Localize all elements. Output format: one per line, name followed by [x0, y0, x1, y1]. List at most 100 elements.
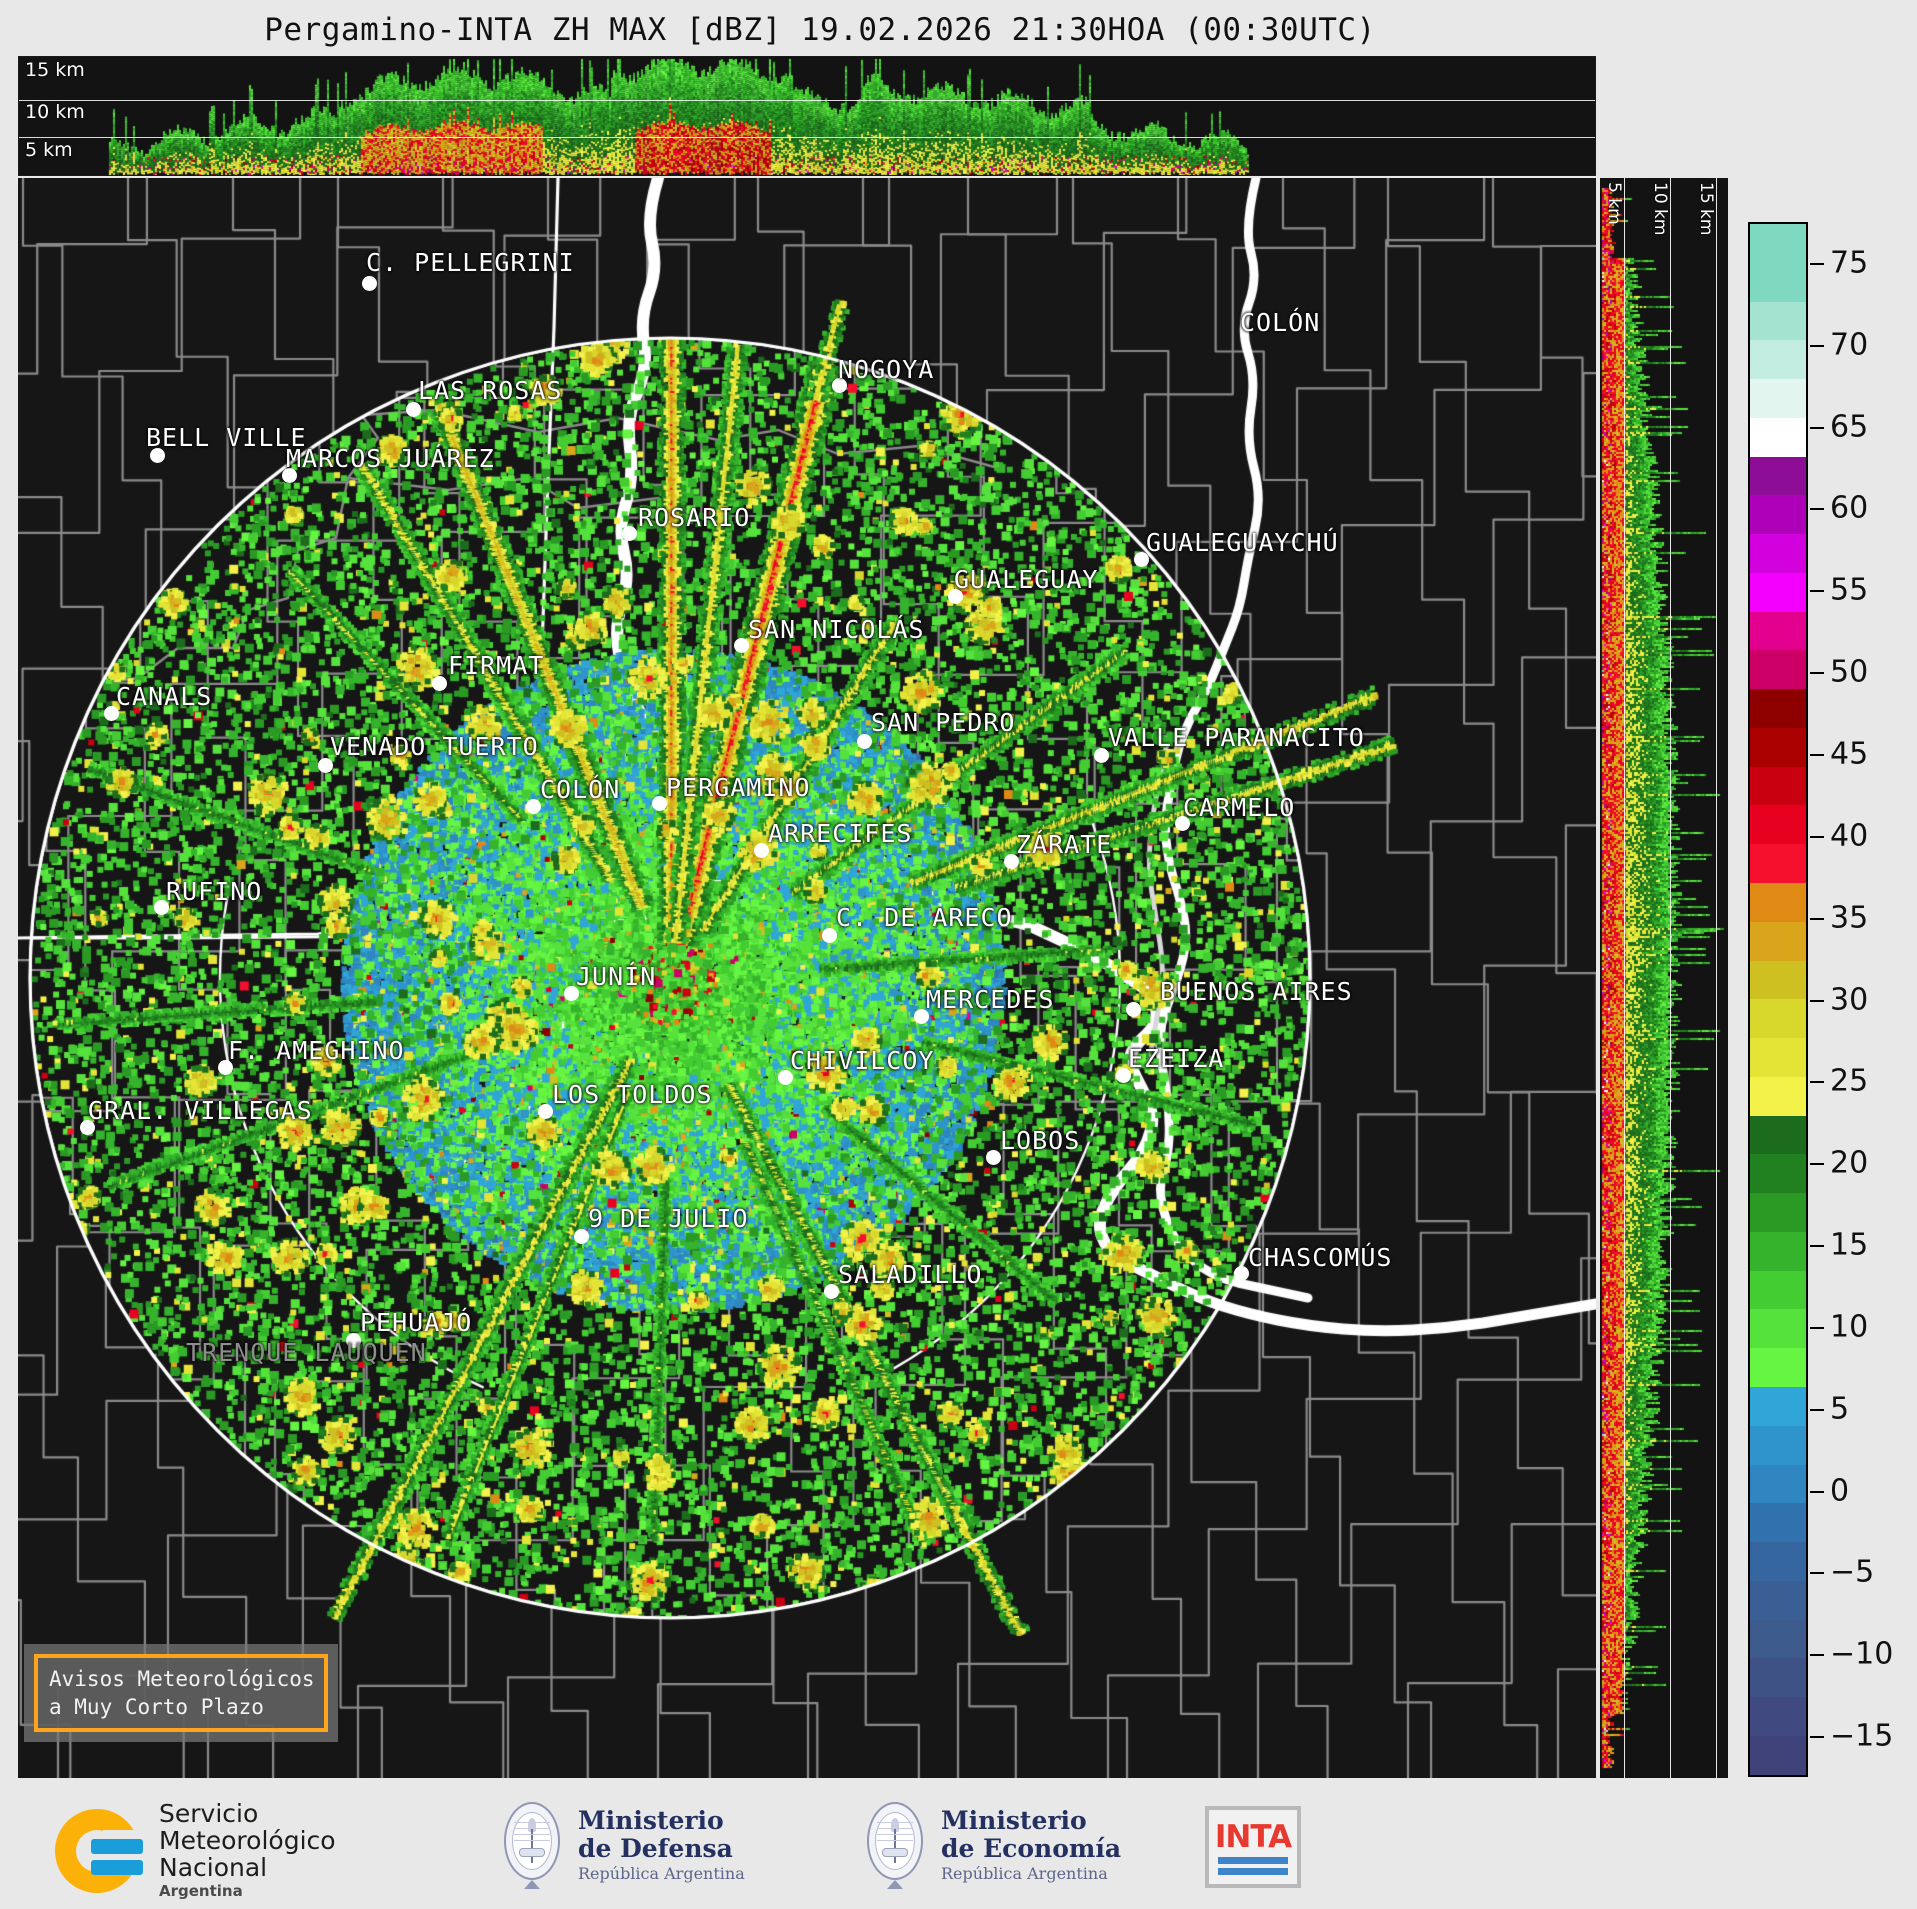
city-marker-dot — [1004, 854, 1019, 869]
city-marker-dot — [824, 1284, 839, 1299]
colorbar-tick-label: 75 — [1830, 245, 1869, 281]
economia-sub: República Argentina — [941, 1864, 1108, 1883]
colorbar-segment — [1750, 262, 1806, 302]
ministerio-defensa-logo: Ministerio de Defensa República Argentin… — [495, 1796, 745, 1896]
radar-map[interactable]: C. PELLEGRINI LAS ROSAS BELL VILLE MARCOS J… — [18, 178, 1596, 1778]
argentina-coat-of-arms-icon — [858, 1796, 932, 1896]
colorbar-segment — [1750, 1348, 1806, 1387]
city-marker-dot — [318, 758, 333, 773]
colorbar-tick — [1810, 753, 1824, 756]
city-marker-dot — [1234, 1266, 1249, 1281]
smn-logo-mark — [55, 1803, 151, 1899]
smn-sub: Argentina — [159, 1882, 243, 1900]
colorbar-segment — [1750, 301, 1806, 341]
city-marker-dot — [734, 638, 749, 653]
colorbar-segment — [1750, 1464, 1806, 1504]
colorbar-segment — [1750, 999, 1806, 1039]
city-marker-dot — [622, 526, 637, 541]
defensa-logo-text: Ministerio de Defensa República Argentin… — [578, 1807, 745, 1885]
colorbar-tick-label: 45 — [1830, 736, 1869, 772]
colorbar-segment — [1750, 1503, 1806, 1543]
colorbar-segment — [1750, 1697, 1806, 1736]
colorbar-tick-label: −10 — [1830, 1636, 1894, 1672]
colorbar-segment — [1750, 650, 1806, 690]
colorbar-tick-layer: 75 70 65 60 55 50 45 40 35 30 25 20 15 10 5 0 −5 −10 −15 — [1748, 0, 1917, 1909]
city-marker-dot — [1175, 816, 1190, 831]
colorbar-segment — [1750, 844, 1806, 884]
xsec-gridline-5km — [19, 137, 1595, 138]
colorbar-segment — [1750, 1580, 1806, 1620]
xsec-gridline-10km — [19, 100, 1595, 101]
xsec-vlabel-5km: 5 km — [1604, 182, 1624, 225]
colorbar-segment — [1750, 1038, 1806, 1077]
colorbar-tick-label: 0 — [1830, 1473, 1850, 1509]
colorbar-tick — [1810, 835, 1824, 838]
colorbar-tick-label: 5 — [1830, 1391, 1850, 1427]
colorbar-tick-label: 55 — [1830, 572, 1869, 608]
colorbar-segment — [1750, 417, 1806, 457]
colorbar-segment — [1750, 1193, 1806, 1232]
colorbar-segment — [1750, 1386, 1806, 1426]
colorbar-segment — [1750, 1270, 1806, 1310]
colorbar-tick-label: 70 — [1830, 327, 1869, 363]
colorbar-segment — [1750, 534, 1806, 573]
argentina-coat-of-arms-icon — [495, 1796, 569, 1896]
smn-logo: Servicio Meteorológico Nacional Argentin… — [55, 1800, 336, 1901]
warning-line-2: a Muy Corto Plazo — [49, 1695, 264, 1719]
colorbar-tick — [1810, 672, 1824, 675]
city-marker-dot — [406, 402, 421, 417]
colorbar-segment — [1750, 224, 1806, 263]
economia-line-2: de Economía — [941, 1834, 1122, 1863]
warning-line-1: Avisos Meteorológicos — [49, 1667, 315, 1691]
colorbar-segment — [1750, 1115, 1806, 1155]
colorbar-segment — [1750, 456, 1806, 496]
colorbar-segment — [1750, 921, 1806, 961]
colorbar-tick — [1810, 508, 1824, 511]
colorbar-tick — [1810, 1572, 1824, 1575]
inta-bar-1 — [1218, 1857, 1288, 1864]
colorbar-tick-label: 30 — [1830, 982, 1869, 1017]
colorbar-tick-label: 35 — [1830, 900, 1869, 936]
inta-bar-2 — [1218, 1868, 1288, 1875]
inta-logo: INTA — [1205, 1806, 1301, 1888]
colorbar-tick — [1810, 1654, 1824, 1657]
colorbar-segment — [1750, 689, 1806, 728]
colorbar-tick — [1810, 1326, 1824, 1329]
city-marker-dot — [80, 1120, 95, 1135]
city-marker-dot — [282, 468, 297, 483]
city-marker-dot — [1126, 1002, 1141, 1017]
defensa-line-1: Ministerio — [578, 1806, 724, 1835]
colorbar-segment — [1750, 766, 1806, 806]
colorbar-segment — [1750, 379, 1806, 418]
colorbar-segment — [1750, 495, 1806, 535]
city-marker-dot — [822, 928, 837, 943]
city-marker-dot — [574, 1229, 589, 1244]
page-title: Pergamino-INTA ZH MAX [dBZ] 19.02.2026 2… — [264, 12, 1376, 48]
xsec-label-15km: 15 km — [25, 59, 85, 81]
colorbar-tick — [1810, 1490, 1824, 1493]
city-marker-dot — [948, 589, 963, 604]
city-marker-dot — [754, 843, 769, 858]
colorbar-tick-label: 65 — [1830, 409, 1869, 445]
colorbar-tick-label: −5 — [1830, 1554, 1875, 1590]
city-marker-dot — [832, 378, 847, 393]
colorbar-tick — [1810, 590, 1824, 593]
warning-box[interactable]: Avisos Meteorológicos a Muy Corto Plazo — [34, 1654, 328, 1732]
colorbar-tick — [1810, 1081, 1824, 1084]
city-marker-dot — [1094, 748, 1109, 763]
xsec-vline-5km — [1624, 178, 1625, 1778]
defensa-line-2: de Defensa — [578, 1834, 733, 1863]
city-marker-dot — [914, 1009, 929, 1024]
colorbar-segment — [1750, 572, 1806, 612]
colorbar-tick-label: 10 — [1830, 1309, 1869, 1345]
inta-wordmark: INTA — [1214, 1819, 1292, 1855]
colorbar-tick-label: 60 — [1830, 490, 1869, 526]
colorbar-tick-label: −15 — [1830, 1718, 1894, 1754]
colorbar-tick — [1810, 344, 1824, 347]
colorbar-segment — [1750, 1542, 1806, 1581]
economia-logo-text: Ministerio de Economía República Argenti… — [941, 1807, 1121, 1885]
colorbar-tick — [1810, 1245, 1824, 1248]
colorbar-tick — [1810, 999, 1824, 1002]
colorbar-segment — [1750, 1309, 1806, 1349]
